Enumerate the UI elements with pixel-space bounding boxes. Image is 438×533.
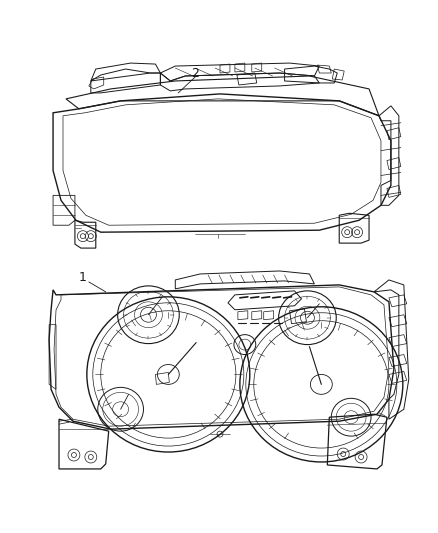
Text: 2: 2	[191, 67, 199, 79]
Text: 1: 1	[79, 271, 87, 285]
